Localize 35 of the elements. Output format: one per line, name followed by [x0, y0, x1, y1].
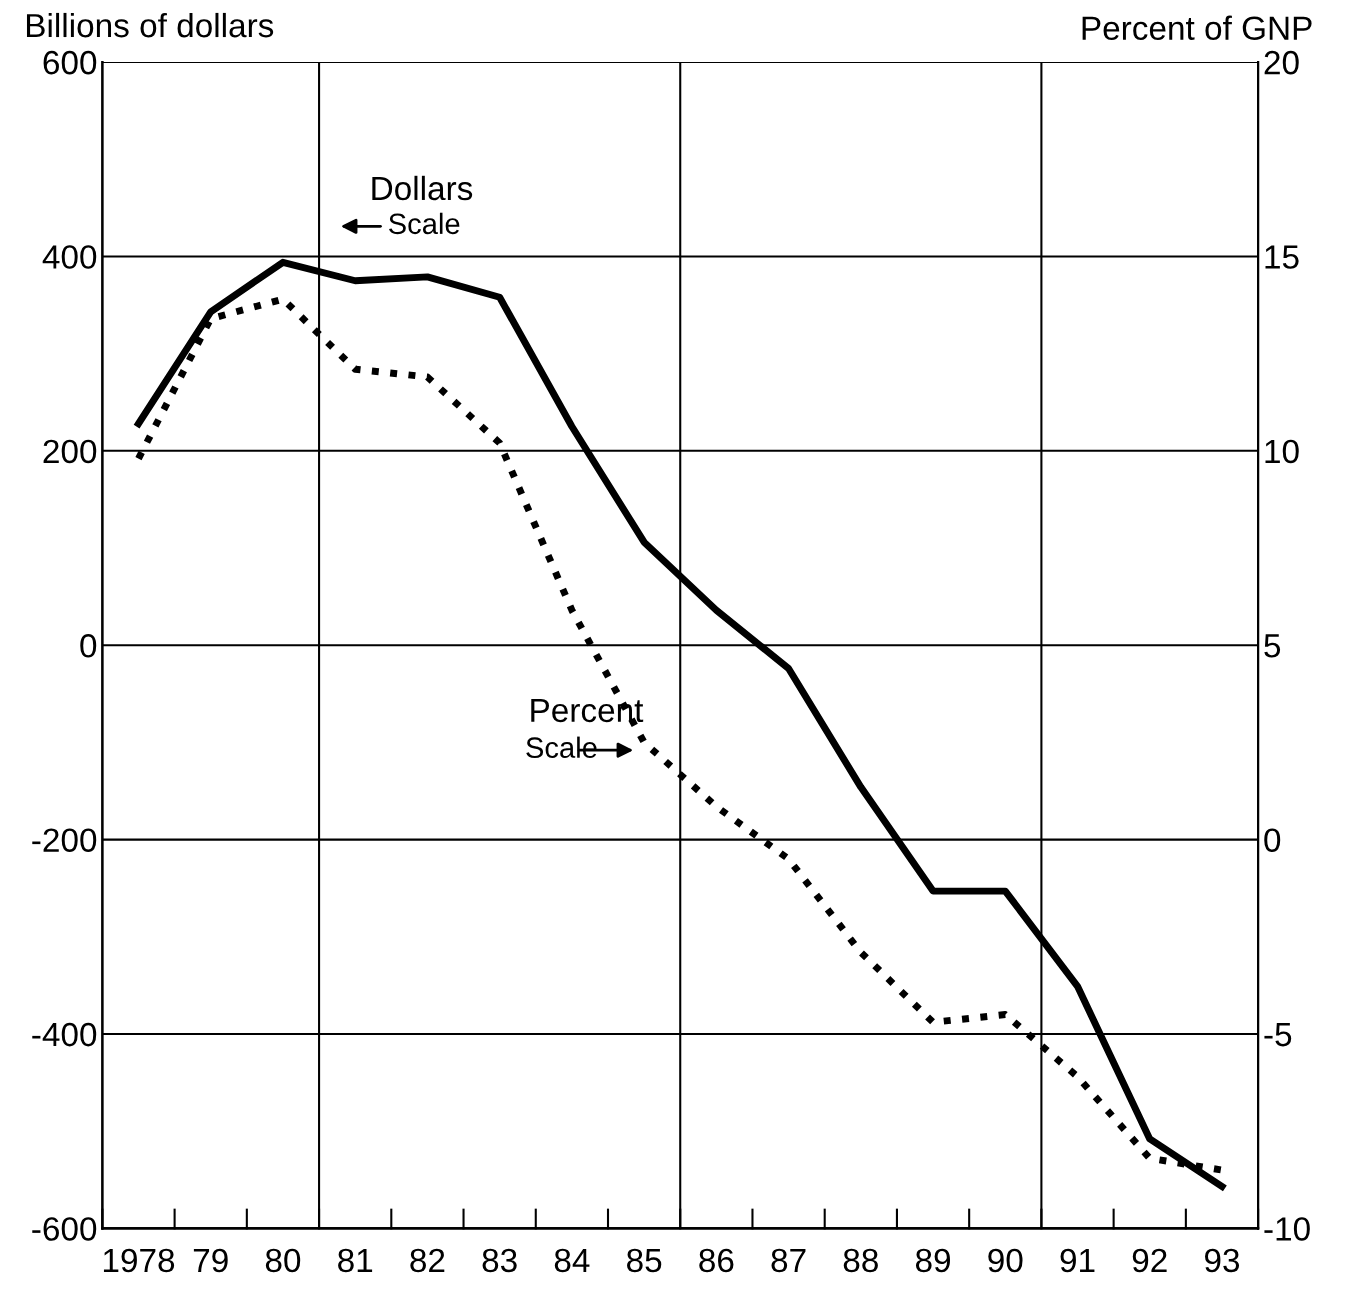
- x-tick-label: 91: [1060, 1248, 1095, 1273]
- y2-tick-label: 20: [1264, 50, 1299, 75]
- x-tick-label: 87: [771, 1248, 806, 1273]
- y-axis-title: Billions of dollars: [26, 12, 274, 38]
- x-tick-label: 1978: [103, 1248, 175, 1273]
- y-tick-label: 600: [43, 50, 97, 75]
- y2-tick-label: -5: [1264, 1023, 1292, 1047]
- annotation: Percent: [531, 698, 644, 723]
- y2-axis-title: Percent of GNP: [1082, 15, 1312, 40]
- y-tick-label: -200: [32, 828, 97, 852]
- annotation: Scale: [389, 212, 460, 235]
- annotation: Dollars: [372, 175, 473, 201]
- x-tick-label: 86: [699, 1248, 734, 1273]
- x-tick-label: 90: [988, 1248, 1023, 1273]
- y2-tick-label: 0: [1264, 828, 1281, 852]
- x-tick-label: 79: [193, 1248, 228, 1273]
- x-tick-label: 89: [915, 1248, 951, 1273]
- x-tick-label: 85: [627, 1248, 662, 1273]
- y-tick-label: 200: [43, 439, 97, 464]
- x-tick-label: 81: [338, 1248, 373, 1273]
- x-tick-label: 82: [410, 1248, 445, 1273]
- y-tick-label: -600: [32, 1217, 97, 1241]
- y2-tick-label: -10: [1264, 1217, 1310, 1241]
- x-tick-label: 84: [554, 1248, 590, 1273]
- x-tick-label: 93: [1205, 1248, 1240, 1273]
- x-tick-label: 80: [265, 1248, 301, 1273]
- y-tick-label: 0: [80, 634, 97, 658]
- y-tick-label: 400: [42, 245, 97, 269]
- x-tick-label: 83: [482, 1248, 517, 1273]
- y2-tick-label: 10: [1265, 439, 1299, 464]
- x-tick-label: 88: [843, 1248, 878, 1273]
- x-tick-label: 92: [1132, 1248, 1167, 1273]
- y-tick-label: -400: [32, 1022, 97, 1047]
- y2-tick-label: 15: [1265, 245, 1299, 269]
- y2-tick-label: 5: [1264, 634, 1281, 658]
